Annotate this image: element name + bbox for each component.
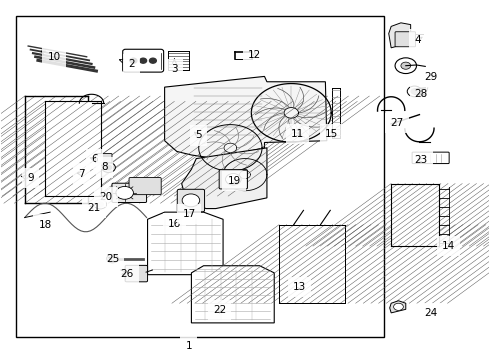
Circle shape [182, 194, 200, 207]
Circle shape [102, 162, 116, 172]
Text: 20: 20 [99, 192, 113, 202]
Circle shape [94, 200, 107, 209]
Polygon shape [182, 148, 267, 208]
Text: 14: 14 [442, 241, 455, 251]
Text: 17: 17 [182, 209, 196, 219]
Text: 23: 23 [415, 156, 428, 165]
Circle shape [116, 186, 133, 199]
Text: 6: 6 [90, 154, 98, 164]
Polygon shape [389, 23, 411, 48]
FancyBboxPatch shape [96, 154, 112, 163]
Text: 3: 3 [171, 59, 178, 74]
FancyBboxPatch shape [395, 32, 416, 47]
Text: 1: 1 [186, 341, 192, 351]
Text: 27: 27 [391, 118, 404, 128]
Text: 25: 25 [106, 253, 119, 264]
Text: 7: 7 [77, 168, 85, 179]
Bar [391, 184, 439, 246]
Text: 26: 26 [121, 269, 134, 279]
Circle shape [401, 62, 411, 69]
FancyBboxPatch shape [112, 183, 147, 203]
Bar [16, 16, 384, 337]
Text: 24: 24 [424, 308, 438, 318]
Text: 4: 4 [415, 35, 422, 45]
Circle shape [407, 86, 422, 97]
Text: 29: 29 [424, 72, 438, 82]
Text: 28: 28 [415, 89, 428, 99]
Text: 18: 18 [39, 220, 52, 230]
FancyBboxPatch shape [129, 177, 161, 195]
Circle shape [225, 174, 241, 185]
Circle shape [107, 254, 118, 263]
Text: 15: 15 [325, 129, 339, 139]
Polygon shape [147, 212, 223, 275]
Circle shape [395, 58, 416, 73]
Text: 10: 10 [41, 51, 61, 63]
Circle shape [411, 89, 418, 94]
Bar [45, 102, 101, 196]
Circle shape [149, 58, 156, 63]
Text: 12: 12 [248, 50, 261, 60]
Circle shape [140, 58, 147, 63]
FancyBboxPatch shape [177, 189, 204, 212]
Text: 19: 19 [228, 176, 241, 186]
Polygon shape [390, 301, 406, 313]
Bar [279, 225, 345, 303]
Text: 11: 11 [291, 129, 304, 139]
Text: 13: 13 [293, 282, 306, 292]
Text: 2: 2 [120, 59, 135, 69]
Text: 21: 21 [87, 203, 100, 212]
FancyBboxPatch shape [125, 265, 147, 282]
Text: 22: 22 [213, 305, 226, 315]
FancyBboxPatch shape [219, 170, 247, 189]
FancyBboxPatch shape [412, 152, 449, 163]
Polygon shape [165, 76, 327, 158]
Circle shape [98, 202, 103, 206]
Polygon shape [192, 266, 274, 323]
Bar [25, 96, 88, 203]
FancyBboxPatch shape [122, 49, 164, 72]
Circle shape [106, 165, 112, 170]
Circle shape [130, 58, 137, 63]
Circle shape [393, 303, 403, 310]
Text: 8: 8 [101, 162, 108, 172]
Text: 9: 9 [22, 173, 34, 183]
Text: 16: 16 [168, 219, 181, 229]
Text: 5: 5 [195, 130, 202, 140]
